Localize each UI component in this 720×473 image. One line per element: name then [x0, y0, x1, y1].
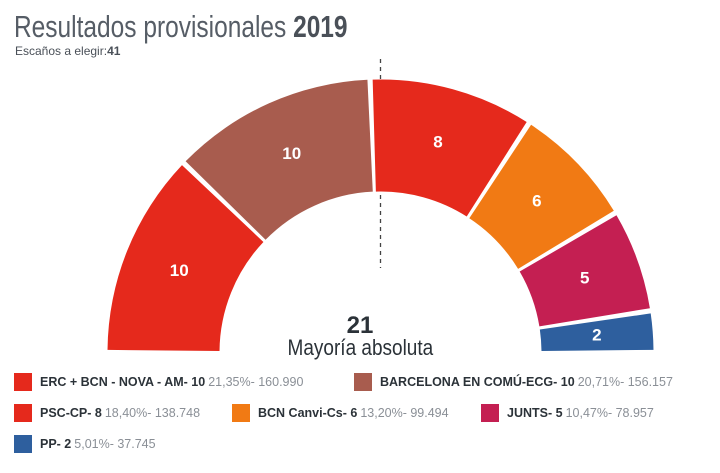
- svg-text:8: 8: [433, 133, 442, 152]
- svg-text:10: 10: [170, 261, 189, 280]
- svg-text:5: 5: [580, 269, 589, 288]
- svg-text:6: 6: [532, 192, 541, 211]
- svg-text:10: 10: [282, 144, 301, 163]
